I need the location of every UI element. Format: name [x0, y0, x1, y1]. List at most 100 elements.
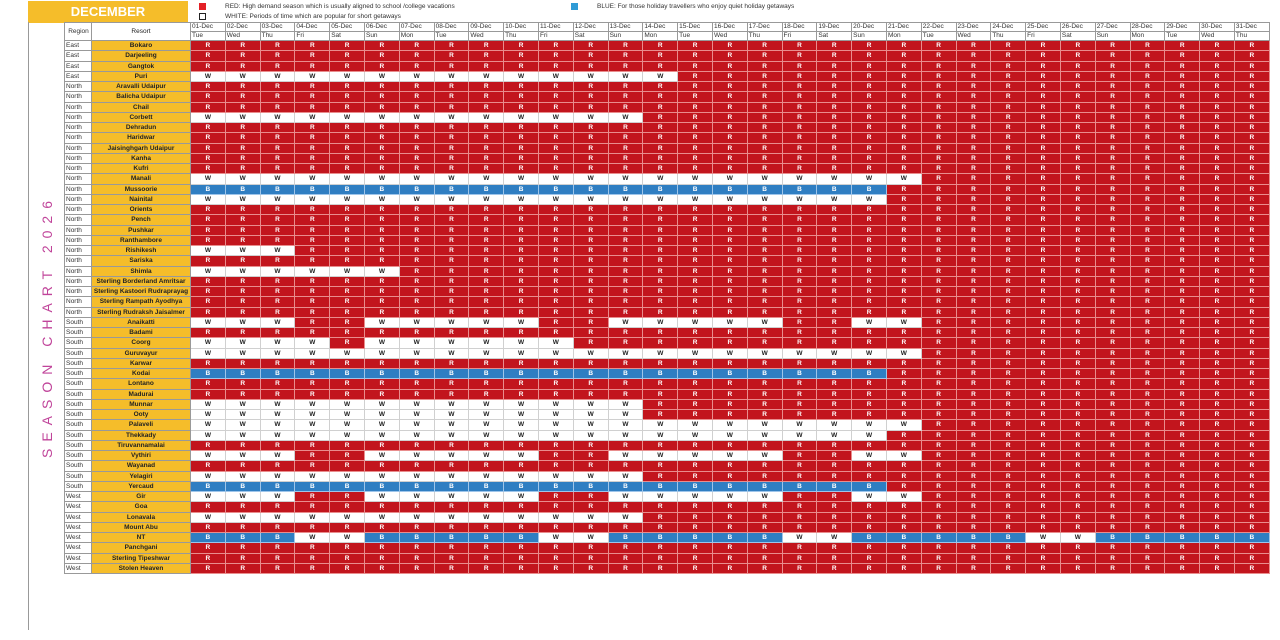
season-cell: R: [677, 265, 713, 277]
season-cell: W: [746, 347, 783, 359]
season-cell: R: [1025, 429, 1061, 441]
season-cell: R: [851, 142, 887, 154]
season-grid: Region Resort 01-Dec 02-Dec 03-Dec 04-Dec 05-D…: [64, 22, 1270, 575]
season-cell: R: [503, 552, 539, 564]
season-cell: R: [1129, 326, 1166, 339]
weekday-header: Fri: [1025, 31, 1061, 41]
table-row: East Bokaro R R R R R R R R R R R R R R R R R R R R R R R R R R R R R R…: [64, 39, 1270, 52]
season-cell: R: [433, 388, 470, 400]
season-cell: R: [468, 255, 505, 267]
season-cell: R: [433, 521, 470, 534]
weekday-header: Tue: [920, 31, 957, 41]
season-cell: W: [468, 408, 505, 421]
season-cell: R: [781, 552, 818, 564]
season-cell: W: [816, 347, 853, 359]
season-cell: R: [677, 152, 713, 165]
season-cell: R: [920, 521, 957, 534]
season-cell: R: [294, 306, 331, 318]
season-cell: R: [711, 132, 748, 144]
season-cell: R: [711, 50, 748, 62]
region-cell: South: [64, 419, 92, 431]
season-cell: R: [259, 101, 296, 113]
season-cell: R: [572, 265, 609, 277]
region-cell: South: [64, 388, 92, 400]
season-cell: B: [224, 531, 261, 544]
season-cell: R: [920, 70, 957, 83]
season-cell: R: [711, 326, 748, 339]
season-cell: B: [329, 480, 365, 493]
season-cell: W: [677, 173, 713, 185]
season-cell: B: [746, 480, 783, 493]
region-cell: South: [64, 439, 92, 452]
season-cell: R: [677, 439, 713, 452]
season-cell: R: [1059, 80, 1096, 93]
season-cell: R: [1164, 439, 1201, 452]
season-cell: R: [572, 439, 609, 452]
season-cell: W: [607, 419, 644, 431]
season-cell: R: [1025, 419, 1061, 431]
season-cell: R: [433, 460, 470, 472]
season-cell: W: [363, 70, 400, 83]
season-cell: W: [398, 193, 435, 206]
season-cell: R: [329, 296, 365, 308]
season-cell: R: [711, 101, 748, 113]
season-cell: B: [259, 531, 296, 544]
season-cell: R: [1059, 70, 1096, 83]
season-cell: R: [955, 316, 992, 329]
season-cell: R: [920, 562, 957, 575]
season-cell: R: [468, 439, 505, 452]
season-cell: R: [1025, 101, 1061, 113]
season-cell: R: [851, 408, 887, 421]
season-cell: R: [990, 501, 1027, 513]
season-cell: R: [607, 501, 644, 513]
season-cell: R: [398, 542, 435, 554]
season-cell: R: [1164, 265, 1201, 277]
season-cell: R: [1094, 449, 1131, 462]
season-cell: R: [363, 203, 400, 216]
season-cell: R: [920, 367, 957, 380]
resort-cell: Chail: [91, 101, 191, 113]
season-cell: R: [294, 439, 331, 452]
season-cell: W: [781, 429, 818, 441]
season-cell: R: [1094, 367, 1131, 380]
season-cell: W: [468, 419, 505, 431]
season-cell: R: [537, 162, 574, 175]
season-cell: R: [920, 39, 957, 52]
season-cell: R: [329, 39, 365, 52]
season-cell: B: [329, 183, 365, 195]
season-cell: R: [1059, 347, 1096, 359]
season-cell: R: [990, 255, 1027, 267]
season-cell: R: [990, 439, 1027, 452]
season-cell: R: [224, 357, 261, 370]
season-cell: R: [1233, 429, 1270, 441]
season-cell: R: [642, 50, 679, 62]
season-cell: R: [1233, 214, 1270, 226]
region-cell: North: [64, 193, 92, 206]
season-cell: W: [537, 193, 574, 206]
season-cell: W: [468, 316, 505, 329]
season-cell: R: [1233, 244, 1270, 257]
season-cell: R: [885, 255, 922, 267]
season-cell: R: [990, 296, 1027, 308]
season-cell: R: [190, 285, 226, 298]
season-cell: W: [572, 111, 609, 124]
season-cell: R: [190, 203, 226, 216]
season-cell: R: [224, 285, 261, 298]
season-cell: R: [1164, 316, 1201, 329]
season-cell: R: [1233, 460, 1270, 472]
season-cell: R: [190, 101, 226, 113]
season-cell: B: [503, 480, 539, 493]
season-cell: R: [885, 183, 922, 195]
season-cell: W: [816, 429, 853, 441]
season-cell: R: [955, 121, 992, 134]
weekday-header: Tue: [677, 31, 713, 41]
season-cell: R: [851, 542, 887, 554]
season-cell: R: [1164, 542, 1201, 554]
season-cell: R: [224, 296, 261, 308]
season-cell: R: [885, 214, 922, 226]
season-cell: R: [955, 347, 992, 359]
season-cell: R: [1129, 224, 1166, 236]
season-cell: R: [920, 398, 957, 411]
season-cell: R: [990, 234, 1027, 247]
season-cell: W: [572, 511, 609, 523]
